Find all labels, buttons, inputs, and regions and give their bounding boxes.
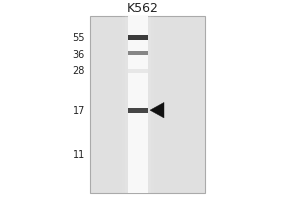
Text: 55: 55: [73, 33, 85, 43]
Text: 28: 28: [73, 66, 85, 76]
Polygon shape: [150, 102, 164, 118]
Bar: [128, 69, 148, 73]
Text: 17: 17: [73, 106, 85, 116]
Bar: [122, 16, 128, 193]
Bar: [125, 16, 128, 193]
Bar: [148, 16, 154, 193]
Bar: [90, 16, 205, 193]
Bar: [148, 16, 151, 193]
Bar: [128, 35, 148, 40]
Text: 11: 11: [73, 150, 85, 160]
Text: K562: K562: [127, 2, 159, 15]
Bar: [128, 108, 148, 113]
Bar: [128, 16, 148, 193]
Text: 36: 36: [73, 50, 85, 60]
Bar: [128, 51, 148, 55]
